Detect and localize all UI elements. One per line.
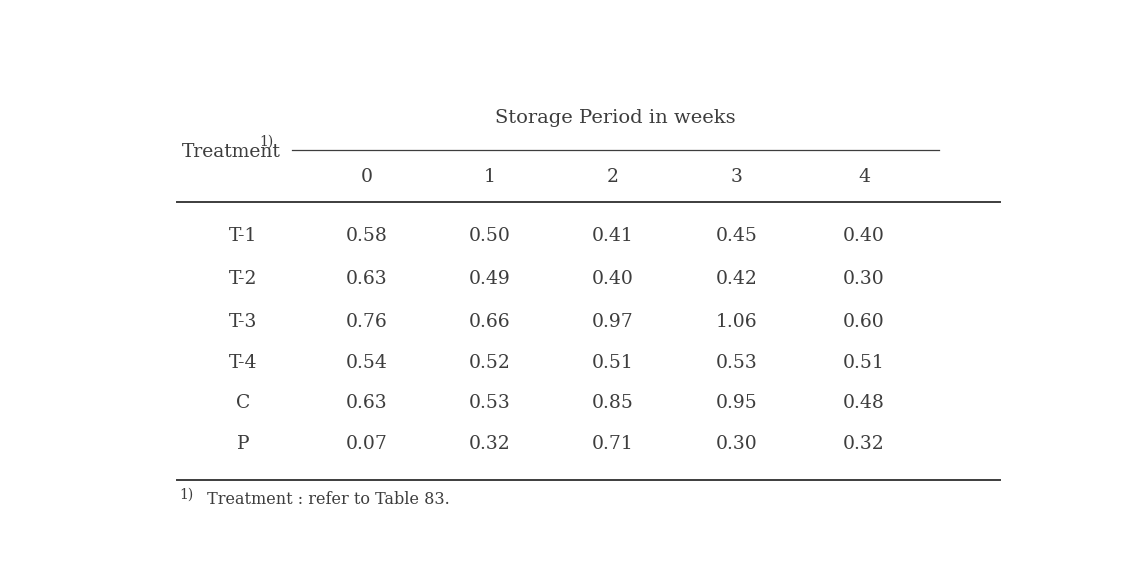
Text: T-1: T-1 — [229, 227, 258, 245]
Text: 0.52: 0.52 — [469, 353, 511, 372]
Text: Treatment : refer to Table 83.: Treatment : refer to Table 83. — [202, 492, 450, 508]
Text: 4: 4 — [858, 168, 870, 186]
Text: 0.40: 0.40 — [843, 227, 885, 245]
Text: 0.63: 0.63 — [345, 395, 387, 412]
Text: C: C — [236, 395, 250, 412]
Text: 0.45: 0.45 — [716, 227, 758, 245]
Text: Treatment: Treatment — [182, 143, 281, 161]
Text: 0.60: 0.60 — [843, 313, 885, 331]
Text: 0.51: 0.51 — [592, 353, 634, 372]
Text: 0.71: 0.71 — [592, 435, 634, 453]
Text: Storage Period in weeks: Storage Period in weeks — [495, 109, 735, 127]
Text: T-4: T-4 — [229, 353, 258, 372]
Text: 2: 2 — [607, 168, 619, 186]
Text: T-3: T-3 — [229, 313, 258, 331]
Text: 0.53: 0.53 — [716, 353, 758, 372]
Text: 0.41: 0.41 — [592, 227, 634, 245]
Text: 0.32: 0.32 — [843, 435, 885, 453]
Text: 0.54: 0.54 — [345, 353, 387, 372]
Text: T-2: T-2 — [229, 270, 258, 288]
Text: 1.06: 1.06 — [716, 313, 757, 331]
Text: 0.85: 0.85 — [592, 395, 634, 412]
Text: 0.48: 0.48 — [843, 395, 885, 412]
Text: 0: 0 — [360, 168, 373, 186]
Text: 0.95: 0.95 — [716, 395, 758, 412]
Text: 0.66: 0.66 — [469, 313, 510, 331]
Text: 0.30: 0.30 — [843, 270, 885, 288]
Text: 0.07: 0.07 — [345, 435, 387, 453]
Text: 0.63: 0.63 — [345, 270, 387, 288]
Text: 3: 3 — [730, 168, 742, 186]
Text: 0.49: 0.49 — [469, 270, 511, 288]
Text: 0.97: 0.97 — [592, 313, 634, 331]
Text: 1): 1) — [179, 487, 193, 502]
Text: 0.30: 0.30 — [716, 435, 758, 453]
Text: 1: 1 — [484, 168, 495, 186]
Text: 0.50: 0.50 — [469, 227, 511, 245]
Text: 0.53: 0.53 — [469, 395, 511, 412]
Text: 0.76: 0.76 — [345, 313, 387, 331]
Text: 0.32: 0.32 — [469, 435, 511, 453]
Text: 0.51: 0.51 — [843, 353, 885, 372]
Text: 0.42: 0.42 — [716, 270, 758, 288]
Text: 0.58: 0.58 — [345, 227, 387, 245]
Text: P: P — [237, 435, 250, 453]
Text: 1): 1) — [259, 135, 274, 149]
Text: 0.40: 0.40 — [592, 270, 634, 288]
